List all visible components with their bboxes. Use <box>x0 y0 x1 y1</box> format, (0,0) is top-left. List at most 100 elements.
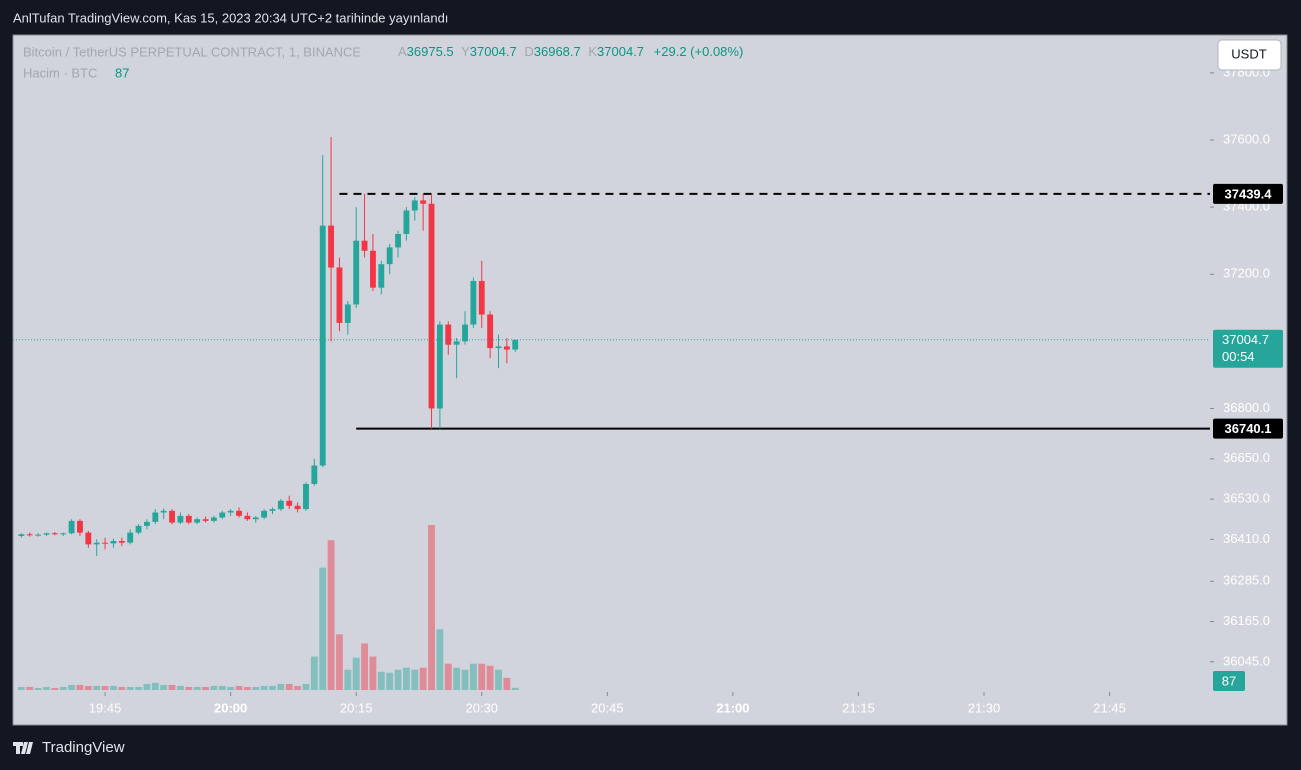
candle-body <box>294 505 301 510</box>
ohlc: A36975.5 Y37004.7 D36968.7 K37004.7 +29.… <box>398 44 743 59</box>
volume-bar <box>411 669 419 690</box>
open-value: 36975.5 <box>407 44 454 59</box>
x-tick-label: 21:30 <box>968 700 1001 715</box>
candle-body <box>353 240 360 305</box>
x-tick-label: 20:00 <box>214 700 247 715</box>
candle-body <box>127 532 134 543</box>
volume-bar <box>126 686 134 690</box>
volume-bar <box>135 686 142 690</box>
currency-button[interactable] <box>1217 39 1282 71</box>
candle-body <box>378 264 385 288</box>
candle-body <box>227 510 234 513</box>
high-value: 37004.7 <box>470 44 517 59</box>
volume-bar <box>176 685 184 690</box>
candle-body <box>26 534 33 536</box>
candle-body <box>453 341 460 345</box>
candle-body <box>395 233 401 248</box>
x-tick-label: 21:15 <box>842 700 875 715</box>
candle-body <box>18 534 25 536</box>
volume-bar <box>110 685 117 690</box>
volume-bar <box>436 629 444 690</box>
candle-body <box>512 339 519 350</box>
candle-body <box>478 280 485 315</box>
volume-bar <box>210 685 218 690</box>
volume-bar <box>461 669 469 690</box>
brand-name: TradingView <box>42 739 125 756</box>
volume-bar <box>285 683 293 690</box>
price-tag <box>1213 183 1283 204</box>
candle-body <box>160 510 167 513</box>
candle-body <box>68 520 75 534</box>
candle-body <box>311 465 318 484</box>
volume-bar <box>101 685 109 690</box>
volume-bar <box>377 671 385 690</box>
volume-bar <box>419 667 427 690</box>
x-tick-label: 21:45 <box>1093 700 1126 715</box>
candle-body <box>135 525 142 533</box>
volume-bar <box>34 687 42 690</box>
volume-bar <box>160 684 168 690</box>
candle-body <box>319 225 326 466</box>
candle-body <box>93 542 100 545</box>
logo <box>13 742 33 754</box>
volume-bar <box>294 685 302 690</box>
candle-body <box>152 512 159 522</box>
volume-bar <box>193 686 201 690</box>
y-tick-label: 36165.0 <box>1223 613 1270 628</box>
volume-bar <box>352 657 360 690</box>
volume-bar <box>453 667 461 690</box>
x-tick-label: 21:00 <box>716 700 749 715</box>
candle-body <box>386 247 393 265</box>
currency[interactable]: USDT <box>1231 46 1266 61</box>
candle-body <box>60 533 67 535</box>
candle-body <box>210 517 217 521</box>
volume-bar <box>336 634 343 690</box>
volume-bar <box>277 683 285 690</box>
volume-bar <box>151 682 159 690</box>
y-tick-label: 37200.0 <box>1223 266 1270 281</box>
low-value: 36968.7 <box>534 44 581 59</box>
volume-bar <box>17 686 25 690</box>
candle-body <box>110 541 117 544</box>
current-price-tag <box>1213 329 1283 368</box>
candle-body <box>344 304 351 323</box>
candle-body <box>420 200 427 204</box>
x-tick-label: 20:30 <box>465 700 498 715</box>
volume-bar <box>361 643 368 690</box>
candle-body <box>336 267 343 323</box>
candle-body <box>252 517 259 520</box>
candle-body <box>51 533 58 535</box>
candle-body <box>286 500 293 506</box>
candle-body <box>411 200 418 211</box>
volume-bar <box>51 687 59 690</box>
volume-bar <box>511 687 519 690</box>
candle-body <box>403 210 410 234</box>
volume-bar <box>243 686 251 690</box>
candle-body <box>102 542 109 544</box>
candle-body <box>436 324 443 409</box>
candle-body <box>236 510 242 516</box>
open-label: A <box>398 44 407 59</box>
candle-body <box>269 509 276 511</box>
volume-bar <box>310 656 318 690</box>
volume-bar <box>84 685 92 690</box>
candle-body <box>361 240 368 251</box>
volume-bar <box>93 685 101 690</box>
high-label: Y <box>461 44 470 59</box>
x-tick-label: 19:45 <box>89 700 122 715</box>
candle-body <box>462 324 468 342</box>
volume-bar <box>202 686 209 690</box>
candle-body <box>118 541 125 543</box>
candle-body <box>35 534 42 536</box>
brand: TradingView <box>13 739 125 756</box>
price-tag <box>1213 418 1283 439</box>
candle-body <box>77 520 83 533</box>
candle-body <box>470 280 477 325</box>
price-tag-label: 37439.4 <box>1225 186 1273 201</box>
volume-bar <box>269 685 276 690</box>
y-tick-label: 36800.0 <box>1223 400 1270 415</box>
candle-body <box>244 515 251 520</box>
volume-tag-label: 87 <box>1222 673 1236 688</box>
volume-bar <box>386 672 394 690</box>
